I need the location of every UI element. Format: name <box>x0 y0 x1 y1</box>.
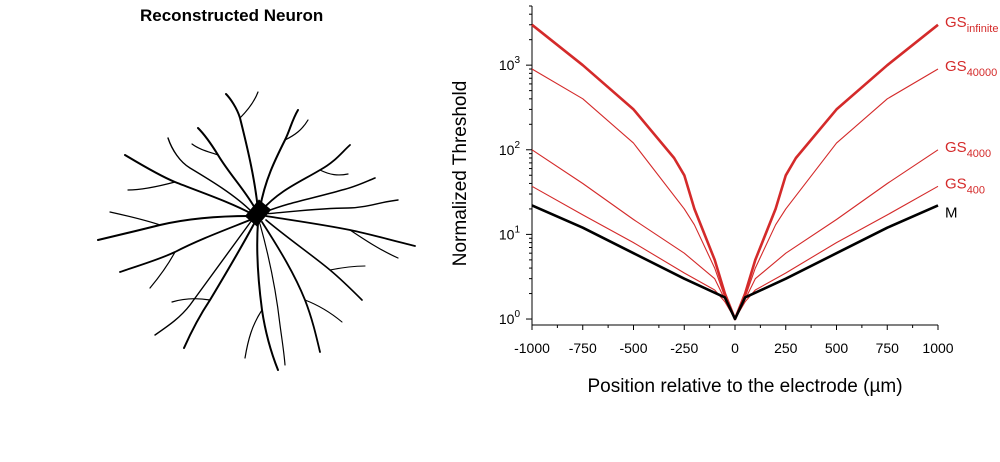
x-tick-label: 1000 <box>922 340 953 356</box>
series-label-gsinfinite: GSinfinite <box>945 14 998 35</box>
y-tick-label: 102 <box>499 140 521 158</box>
threshold-chart: -1000 -750 -500 -250 0 250 500 750 1000 100 101 102… <box>450 5 998 397</box>
neuron-panel-title: Reconstructed Neuron <box>140 6 324 25</box>
y-axis-label: Normalized Threshold <box>450 81 471 267</box>
series-line-gs40000 <box>531 68 939 320</box>
x-tick-label: 250 <box>774 340 798 356</box>
series-line-gs400 <box>531 185 939 320</box>
x-tick-label: -750 <box>569 340 597 356</box>
x-tick-label: -1000 <box>514 340 550 356</box>
x-tick-label: -500 <box>619 340 647 356</box>
series-line-gsinfinite <box>531 23 939 321</box>
x-axis-label: Position relative to the electrode (µm) <box>587 376 902 397</box>
series-label-gs400: GS400 <box>945 175 985 196</box>
reconstructed-neuron-drawing <box>97 91 416 371</box>
series-line-gs4000 <box>531 149 939 320</box>
y-tick-label: 101 <box>499 224 521 242</box>
series-label-gs40000: GS40000 <box>945 58 997 79</box>
series-label-gs4000: GS4000 <box>945 139 991 160</box>
series-label-m: M <box>945 204 958 221</box>
x-tick-label: 0 <box>731 340 739 356</box>
series-line-m <box>531 204 939 321</box>
x-tick-label: 500 <box>825 340 849 356</box>
y-tick-label: 100 <box>499 309 521 327</box>
x-tick-label: -250 <box>670 340 698 356</box>
x-tick-label: 750 <box>876 340 900 356</box>
y-tick-label: 103 <box>499 55 521 73</box>
